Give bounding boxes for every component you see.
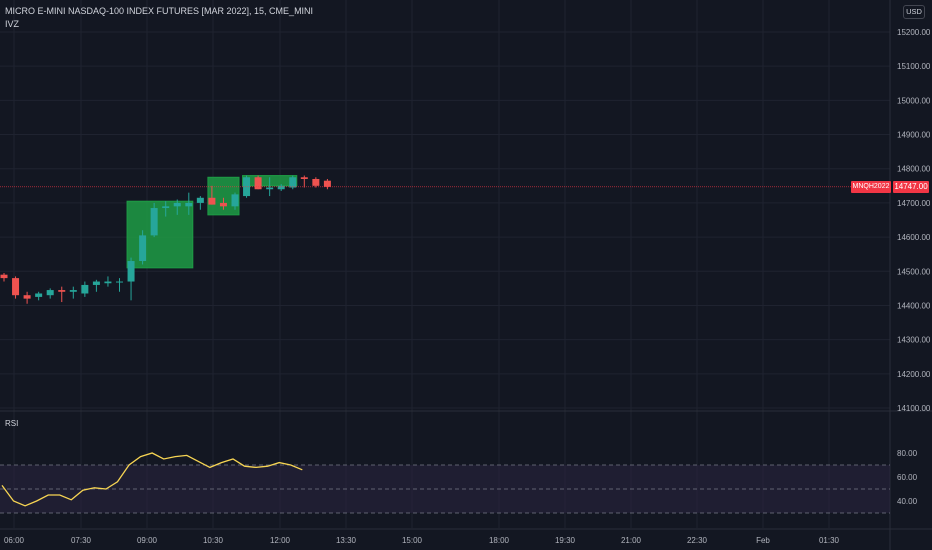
price-tick-label: 14300.00 [897, 336, 931, 345]
candle-body [23, 295, 31, 299]
candle-body [312, 178, 320, 186]
time-tick-label: 09:00 [137, 536, 158, 545]
candle-body [300, 177, 308, 179]
candle-body [127, 261, 135, 282]
candle-body [35, 293, 43, 297]
rsi-label: RSI [5, 419, 19, 428]
chart-title: MICRO E-MINI NASDAQ-100 INDEX FUTURES [M… [5, 6, 314, 16]
price-tick-label: 14200.00 [897, 370, 931, 379]
candle-body [81, 284, 89, 294]
price-tick-label: 14500.00 [897, 267, 931, 276]
rsi-tick-label: 60.00 [897, 473, 918, 482]
candle-body [58, 290, 66, 292]
price-zone [126, 200, 194, 269]
time-tick-label: 18:00 [489, 536, 510, 545]
symbol-tag: MNQH2022 [851, 181, 891, 193]
candle-body [139, 235, 147, 262]
time-tick-label: 12:00 [270, 536, 291, 545]
time-tick-label: 07:30 [71, 536, 92, 545]
candle-body [116, 281, 123, 283]
candle-body [162, 206, 170, 209]
candle-body [196, 197, 204, 203]
candle-body [173, 202, 181, 207]
candle-body [254, 177, 262, 190]
rsi-tick-label: 80.00 [897, 449, 918, 458]
time-tick-label: 13:30 [336, 536, 357, 545]
price-axis[interactable]: 15200.00 15100.00 15000.00 14900.00 14800.00… [897, 28, 931, 506]
candle-body [12, 278, 20, 296]
candle-body [289, 177, 297, 188]
last-price-tag: 14747.00 [893, 181, 929, 193]
candle-body [323, 180, 331, 187]
candle-body [46, 290, 54, 296]
price-tick-label: 14600.00 [897, 233, 931, 242]
candle-body [185, 202, 193, 207]
time-axis[interactable]: 06:00 07:30 09:00 10:30 12:00 13:30 15:00 18:00… [4, 536, 840, 545]
price-tick-label: 15000.00 [897, 96, 931, 105]
rsi-line [1, 452, 303, 507]
time-tick-label: 19:30 [555, 536, 576, 545]
time-tick-label: 22:30 [687, 536, 708, 545]
indicator-label: IVZ [5, 19, 20, 29]
currency-button[interactable]: USD [903, 5, 925, 19]
candle-body [219, 202, 227, 207]
candle-body [266, 187, 274, 190]
price-tick-label: 14400.00 [897, 301, 931, 310]
price-tick-label: 15100.00 [897, 62, 931, 71]
time-tick-label: 21:00 [621, 536, 642, 545]
candle-body [150, 208, 158, 236]
candle-body [104, 281, 112, 284]
candle-body [69, 290, 77, 292]
time-tick-label: 06:00 [4, 536, 25, 545]
time-tick-label: 15:00 [402, 536, 423, 545]
price-tick-label: 14800.00 [897, 165, 931, 174]
candle-body [92, 281, 100, 285]
price-tick-label: 14700.00 [897, 199, 931, 208]
time-tick-label: Feb [756, 536, 770, 545]
candle-body [277, 185, 285, 190]
price-tick-label: 14100.00 [897, 404, 931, 413]
candle-body [231, 194, 239, 207]
rsi-tick-label: 40.00 [897, 497, 918, 506]
rsi-pane [0, 452, 890, 514]
candle-body [208, 197, 216, 205]
candle-body [0, 274, 8, 279]
time-tick-label: 10:30 [203, 536, 224, 545]
price-tick-label: 15200.00 [897, 28, 931, 37]
price-tick-label: 14900.00 [897, 131, 931, 140]
time-tick-label: 01:30 [819, 536, 840, 545]
